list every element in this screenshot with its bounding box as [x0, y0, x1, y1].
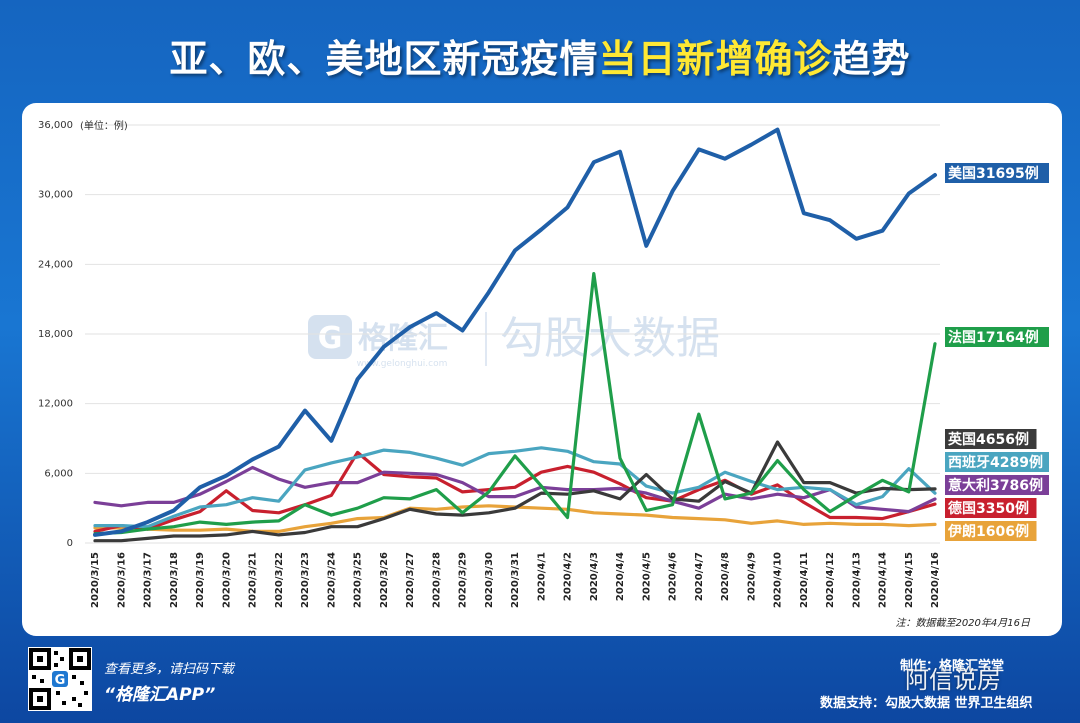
scan-text: 查看更多，请扫码下载 — [104, 662, 235, 677]
x-tick-label: 2020/4/3 — [589, 552, 600, 601]
series-label-box — [945, 521, 1037, 541]
series-label-ir: 伊朗1606例 — [945, 521, 1037, 541]
title-part-3: 趋势 — [832, 37, 911, 81]
series-label-de: 德国3350例 — [945, 498, 1037, 518]
x-tick-label: 2020/3/22 — [274, 552, 285, 608]
maker-text: 制作：格隆汇学堂 — [900, 659, 1005, 674]
watermark-domain: www.gelonghui.com — [357, 359, 448, 369]
x-tick-label: 2020/3/15 — [90, 552, 101, 608]
x-tick-label: 2020/4/10 — [773, 552, 784, 608]
y-tick-label: 0 — [67, 538, 73, 549]
x-tick-label: 2020/4/14 — [878, 552, 889, 608]
series-line-it — [93, 465, 937, 514]
data-support: 数据支持：勾股大数据 世界卫生组织 — [820, 696, 1033, 711]
x-tick-label: 2020/3/18 — [169, 552, 180, 608]
series-label-box — [945, 429, 1037, 449]
x-tick-label: 2020/3/25 — [353, 552, 364, 608]
y-tick-label: 30,000 — [38, 190, 73, 201]
x-tick-label: 2020/4/9 — [746, 552, 757, 601]
y-tick-label: 12,000 — [38, 399, 73, 410]
y-tick-label: 24,000 — [38, 259, 73, 270]
app-text: “格隆汇APP” — [104, 685, 216, 705]
x-tick-label: 2020/3/20 — [221, 552, 232, 608]
series-label-text: 英国4656例 — [947, 431, 1029, 448]
series-line-fr — [93, 272, 937, 536]
x-tick-label: 2020/4/12 — [825, 552, 836, 608]
x-tick-label: 2020/3/21 — [248, 552, 259, 608]
qr-code-icon: G — [29, 648, 91, 710]
x-tick-label: 2020/4/13 — [851, 552, 862, 608]
x-tick-label: 2020/3/17 — [143, 552, 154, 608]
svg-text:G: G — [55, 673, 66, 688]
x-tick-label: 2020/3/16 — [116, 552, 127, 608]
y-tick-label: 18,000 — [38, 329, 73, 340]
series-label-box — [945, 327, 1049, 347]
x-tick-label: 2020/3/29 — [458, 552, 469, 608]
watermark-brand: 格隆汇 — [358, 321, 448, 356]
x-tick-label: 2020/4/8 — [720, 552, 731, 601]
watermark-logo-letter: G — [318, 321, 343, 356]
date-note: 注：数据截至2020年4月16日 — [895, 617, 1031, 629]
x-tick-label: 2020/3/26 — [379, 552, 390, 608]
x-tick-label: 2020/3/24 — [326, 552, 337, 608]
watermark-partner: 勾股大数据 — [500, 313, 720, 364]
watermark-logo-icon — [308, 315, 352, 359]
x-tick-label: 2020/4/5 — [641, 552, 652, 601]
x-tick-label: 2020/4/16 — [930, 552, 941, 608]
title-highlight: 当日新增确诊 — [598, 37, 833, 81]
series-label-text: 德国3350例 — [948, 500, 1029, 517]
overlay-watermark: 阿信说房 — [905, 666, 1001, 694]
series-line-us — [93, 127, 937, 537]
series-label-es: 西班牙4289例 — [945, 452, 1049, 472]
y-axis: 0 6,000 12,000 18,000 24,000 30,000 36,000 — [38, 120, 73, 549]
series-label-box — [945, 475, 1049, 495]
qr-code[interactable]: G — [28, 647, 92, 711]
x-tick-label: 2020/4/6 — [668, 552, 679, 601]
x-axis: 2020/3/15 2020/3/16 2020/3/17 2020/3/18 2020… — [90, 552, 941, 608]
series-label-text: 美国31695例 — [948, 165, 1039, 182]
series-line-uk — [93, 440, 937, 543]
series-label-text: 西班牙4289例 — [948, 454, 1043, 471]
series-labels: 美国31695例法国17164例英国4656例西班牙4289例意大利3786例德… — [945, 163, 1049, 541]
series-label-it: 意大利3786例 — [945, 475, 1049, 495]
x-tick-label: 2020/3/23 — [300, 552, 311, 608]
x-tick-label: 2020/4/11 — [799, 552, 810, 608]
title-part-1: 亚、欧、美地区新冠疫情 — [169, 37, 599, 81]
series-label-box — [945, 452, 1049, 472]
series-label-uk: 英国4656例 — [945, 429, 1037, 449]
x-tick-label: 2020/4/2 — [563, 552, 574, 601]
x-tick-label: 2020/4/1 — [536, 552, 547, 601]
series-label-text: 意大利3786例 — [948, 477, 1043, 494]
series-label-box — [945, 163, 1049, 183]
series-line-es — [93, 446, 937, 529]
series-label-text: 法国17164例 — [948, 329, 1039, 346]
series-label-us: 美国31695例 — [945, 163, 1049, 183]
chart-panel — [22, 103, 1062, 636]
watermark: G 格隆汇 www.gelonghui.com 勾股大数据 — [308, 312, 720, 369]
x-tick-label: 2020/4/4 — [615, 552, 626, 601]
series-label-box — [945, 498, 1037, 518]
x-tick-label: 2020/4/7 — [694, 552, 705, 601]
x-tick-label: 2020/3/31 — [510, 552, 521, 608]
y-tick-label: 36,000 — [38, 120, 73, 131]
chart-title: 亚、欧、美地区新冠疫情当日新增确诊趋势 — [169, 37, 910, 81]
unit-note: (单位：例) — [80, 119, 128, 132]
x-tick-label: 2020/4/15 — [904, 552, 915, 608]
x-tick-label: 2020/3/30 — [484, 552, 495, 608]
series-label-fr: 法国17164例 — [945, 327, 1049, 347]
series-lines — [93, 127, 937, 543]
title-banner: 亚、欧、美地区新冠疫情当日新增确诊趋势 — [0, 28, 1080, 83]
x-tick-label: 2020/3/19 — [195, 552, 206, 608]
x-tick-label: 2020/3/28 — [431, 552, 442, 608]
y-tick-label: 6,000 — [44, 468, 73, 479]
x-tick-label: 2020/3/27 — [405, 552, 416, 608]
series-label-text: 伊朗1606例 — [947, 523, 1029, 540]
